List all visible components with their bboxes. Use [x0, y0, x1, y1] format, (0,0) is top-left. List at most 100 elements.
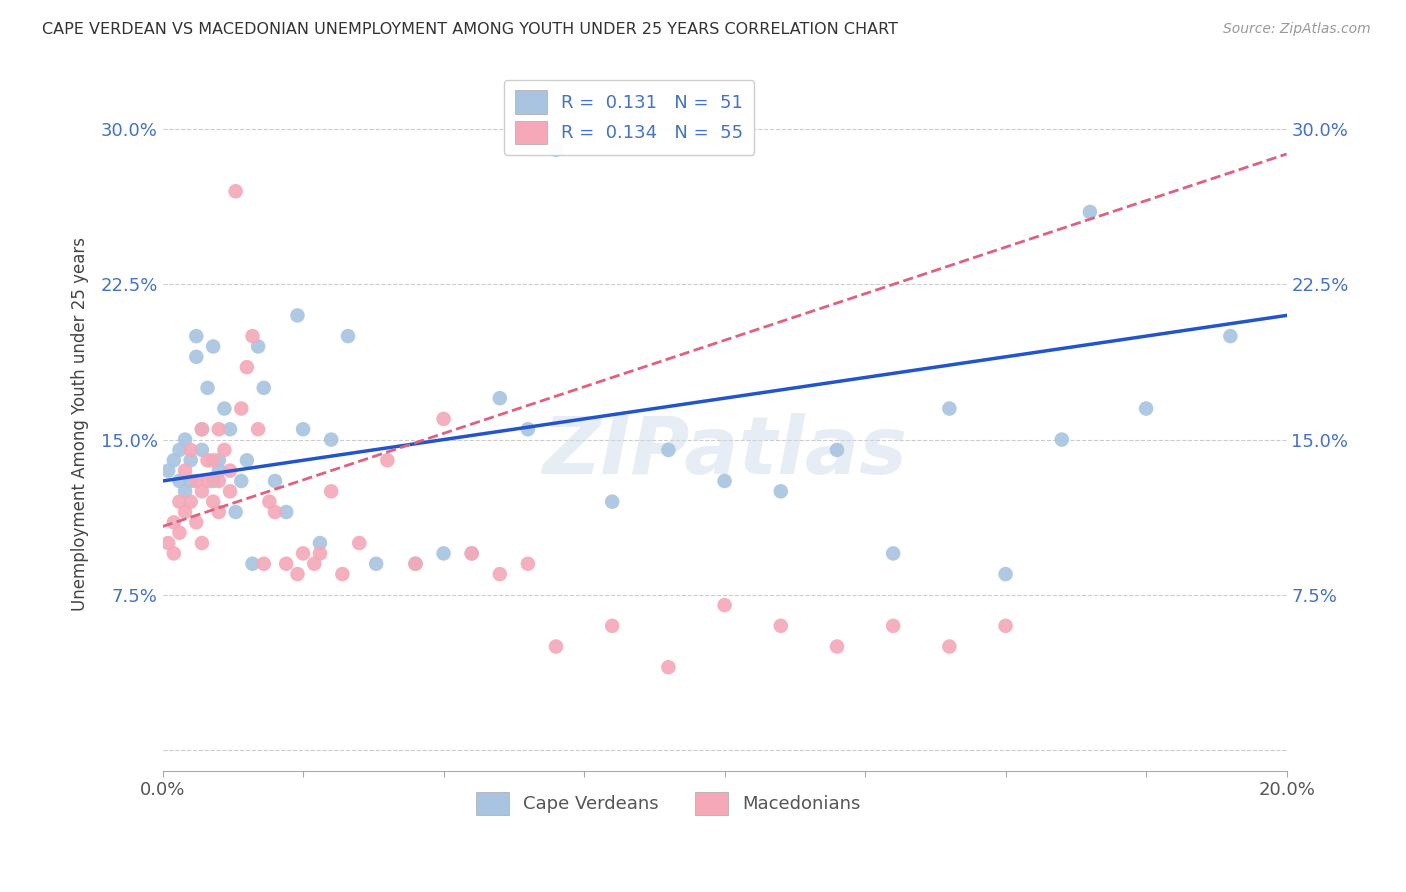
Point — [264, 505, 287, 519]
Point — [197, 474, 219, 488]
Point — [202, 494, 225, 508]
Point — [488, 391, 510, 405]
Point — [405, 557, 427, 571]
Point — [516, 422, 538, 436]
Point — [366, 557, 388, 571]
Point — [247, 422, 270, 436]
Point — [191, 442, 214, 457]
Point — [163, 516, 186, 530]
Point — [219, 422, 242, 436]
Point — [174, 433, 197, 447]
Point — [197, 381, 219, 395]
Point — [253, 381, 276, 395]
Point — [287, 567, 309, 582]
Point — [544, 640, 567, 654]
Point — [191, 422, 214, 436]
Point — [432, 412, 454, 426]
Point — [332, 567, 354, 582]
Point — [231, 474, 253, 488]
Point — [180, 453, 202, 467]
Point — [191, 422, 214, 436]
Point — [321, 484, 343, 499]
Point — [264, 474, 287, 488]
Point — [191, 536, 214, 550]
Point — [202, 453, 225, 467]
Y-axis label: Unemployment Among Youth under 25 years: Unemployment Among Youth under 25 years — [72, 237, 89, 611]
Point — [1219, 329, 1241, 343]
Point — [180, 442, 202, 457]
Point — [163, 546, 186, 560]
Point — [186, 516, 208, 530]
Legend: Cape Verdeans, Macedonians: Cape Verdeans, Macedonians — [467, 783, 869, 824]
Point — [174, 464, 197, 478]
Point — [191, 484, 214, 499]
Point — [169, 442, 191, 457]
Point — [600, 494, 623, 508]
Point — [713, 598, 735, 612]
Point — [882, 619, 904, 633]
Point — [253, 557, 276, 571]
Point — [231, 401, 253, 416]
Point — [186, 329, 208, 343]
Point — [321, 433, 343, 447]
Point — [197, 453, 219, 467]
Point — [349, 536, 371, 550]
Point — [516, 557, 538, 571]
Point — [157, 536, 180, 550]
Point — [292, 422, 315, 436]
Point — [488, 567, 510, 582]
Point — [202, 339, 225, 353]
Point — [225, 505, 247, 519]
Point — [292, 546, 315, 560]
Point — [180, 494, 202, 508]
Point — [825, 442, 848, 457]
Point — [236, 360, 259, 375]
Point — [405, 557, 427, 571]
Point — [938, 401, 960, 416]
Point — [337, 329, 360, 343]
Point — [208, 474, 231, 488]
Point — [432, 546, 454, 560]
Point — [174, 505, 197, 519]
Point — [169, 525, 191, 540]
Point — [219, 484, 242, 499]
Point — [938, 640, 960, 654]
Point — [287, 309, 309, 323]
Point — [377, 453, 399, 467]
Point — [180, 474, 202, 488]
Point — [208, 505, 231, 519]
Point — [1050, 433, 1073, 447]
Point — [713, 474, 735, 488]
Point — [236, 453, 259, 467]
Point — [242, 557, 264, 571]
Point — [276, 505, 298, 519]
Point — [186, 474, 208, 488]
Point — [208, 464, 231, 478]
Point — [1078, 205, 1101, 219]
Point — [657, 660, 679, 674]
Point — [219, 464, 242, 478]
Point — [169, 474, 191, 488]
Point — [1135, 401, 1157, 416]
Point — [163, 453, 186, 467]
Point — [769, 484, 792, 499]
Point — [600, 619, 623, 633]
Point — [309, 536, 332, 550]
Point — [276, 557, 298, 571]
Point — [309, 546, 332, 560]
Point — [460, 546, 482, 560]
Point — [544, 143, 567, 157]
Point — [769, 619, 792, 633]
Point — [882, 546, 904, 560]
Point — [225, 184, 247, 198]
Point — [657, 442, 679, 457]
Point — [202, 474, 225, 488]
Point — [214, 401, 236, 416]
Point — [242, 329, 264, 343]
Point — [247, 339, 270, 353]
Point — [825, 640, 848, 654]
Point — [994, 619, 1017, 633]
Text: ZIPatlas: ZIPatlas — [543, 413, 907, 491]
Point — [259, 494, 281, 508]
Text: Source: ZipAtlas.com: Source: ZipAtlas.com — [1223, 22, 1371, 37]
